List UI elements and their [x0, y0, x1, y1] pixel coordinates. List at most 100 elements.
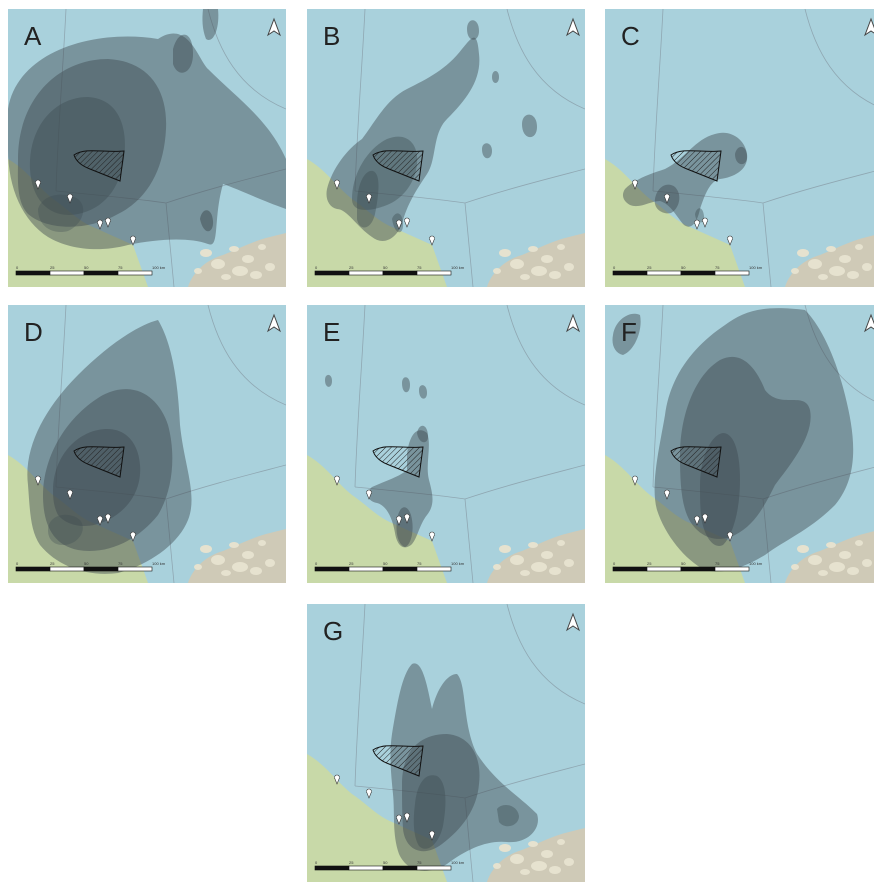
island — [818, 570, 828, 576]
pin-marker-icon — [334, 475, 340, 486]
scale-bar — [612, 566, 750, 572]
scale-tick-label: 0 — [315, 860, 318, 865]
scale-bar — [612, 270, 750, 276]
scale-tick-label: 25 — [50, 265, 55, 270]
density-contour — [612, 313, 641, 355]
study-area-polygon — [372, 150, 424, 182]
maritime-boundary-line — [652, 486, 764, 500]
island — [808, 555, 822, 565]
maritime-boundary-line — [207, 9, 286, 110]
island — [221, 570, 231, 576]
study-area-polygon — [73, 150, 125, 182]
scale-tick-label: 50 — [681, 561, 686, 566]
scale-tick-label: 50 — [84, 561, 89, 566]
pin-marker-icon — [727, 531, 733, 542]
scale-bar — [314, 270, 452, 276]
scale-tick-label: 100 km — [749, 561, 763, 566]
land-coast-southwest — [307, 159, 447, 287]
pin-marker-icon — [35, 179, 41, 190]
scale-tick-label: 50 — [681, 265, 686, 270]
pin-marker-icon — [664, 193, 670, 204]
island — [232, 562, 248, 572]
scale-tick-label: 0 — [613, 561, 616, 566]
island — [549, 866, 561, 874]
panel-label: G — [323, 616, 344, 646]
study-area-polygon — [73, 446, 125, 478]
pin-marker-icon — [429, 235, 435, 246]
pin-marker-icon — [366, 788, 372, 799]
maritime-boundary-line — [464, 168, 585, 204]
island — [541, 551, 553, 559]
scale-tick-label: 0 — [315, 561, 318, 566]
island — [510, 259, 524, 269]
north-arrow-icon — [266, 313, 282, 333]
island — [531, 562, 547, 572]
maritime-boundary-line — [464, 498, 474, 583]
density-contour — [492, 71, 499, 83]
density-contour — [200, 210, 214, 232]
pin-marker-icon — [366, 193, 372, 204]
scale-tick-label: 100 km — [451, 860, 465, 865]
north-arrow-icon — [565, 313, 581, 333]
island — [493, 268, 501, 274]
scale-tick-label: 25 — [349, 860, 354, 865]
maritime-boundary-line — [464, 202, 474, 287]
maritime-boundary-line — [55, 190, 167, 204]
scale-bar-labels: 0 25 50 75 100 km — [613, 265, 773, 273]
map-panel-f: F 0 25 50 75 100 km — [605, 305, 874, 583]
island — [229, 246, 239, 252]
island — [557, 244, 565, 250]
pin-marker-icon — [404, 217, 410, 228]
scale-tick-label: 75 — [715, 561, 720, 566]
island — [258, 540, 266, 546]
island — [797, 545, 809, 553]
island — [839, 551, 851, 559]
island — [531, 861, 547, 871]
pin-marker-icon — [35, 475, 41, 486]
island — [829, 266, 845, 276]
density-contour — [38, 194, 84, 233]
maritime-boundary-line — [55, 305, 67, 488]
pin-marker-icon — [702, 217, 708, 228]
density-contour — [735, 146, 747, 165]
panel-label: D — [24, 317, 43, 347]
island — [211, 259, 225, 269]
maritime-boundary-line — [762, 202, 772, 287]
island — [797, 249, 809, 257]
north-arrow-icon — [863, 17, 874, 37]
density-contour — [419, 385, 427, 399]
pin-marker-icon — [727, 235, 733, 246]
island — [250, 271, 262, 279]
maritime-boundary-line — [652, 305, 664, 488]
north-arrow-icon — [863, 313, 874, 333]
map-d — [8, 305, 286, 583]
scale-tick-label: 25 — [349, 265, 354, 270]
map-f — [605, 305, 874, 583]
map-c — [605, 9, 874, 287]
map-panel-d: D 0 25 50 75 100 km — [8, 305, 286, 583]
maritime-boundary-line — [762, 170, 874, 204]
panel-label: B — [323, 21, 341, 51]
land-coast-southwest — [307, 455, 447, 583]
island — [541, 850, 553, 858]
study-area-polygon — [372, 745, 424, 777]
study-area-polygon — [372, 446, 424, 478]
pin-marker-icon — [396, 814, 402, 825]
pin-marker-icon — [404, 513, 410, 524]
island — [531, 266, 547, 276]
island — [847, 271, 859, 279]
pin-marker-icon — [429, 531, 435, 542]
scale-bar — [314, 865, 452, 871]
scale-bar-labels: 0 25 50 75 100 km — [16, 561, 176, 569]
maritime-boundary-line — [804, 305, 874, 402]
scale-tick-label: 100 km — [152, 265, 166, 270]
density-contour — [325, 374, 332, 387]
maritime-boundary-line — [55, 486, 167, 500]
density-contour — [402, 377, 410, 393]
pin-marker-icon — [702, 513, 708, 524]
island — [520, 274, 530, 280]
scale-tick-label: 75 — [417, 561, 422, 566]
maritime-boundary-line — [464, 797, 474, 882]
scale-bar-labels: 0 25 50 75 100 km — [613, 561, 773, 569]
pin-marker-icon — [404, 812, 410, 823]
